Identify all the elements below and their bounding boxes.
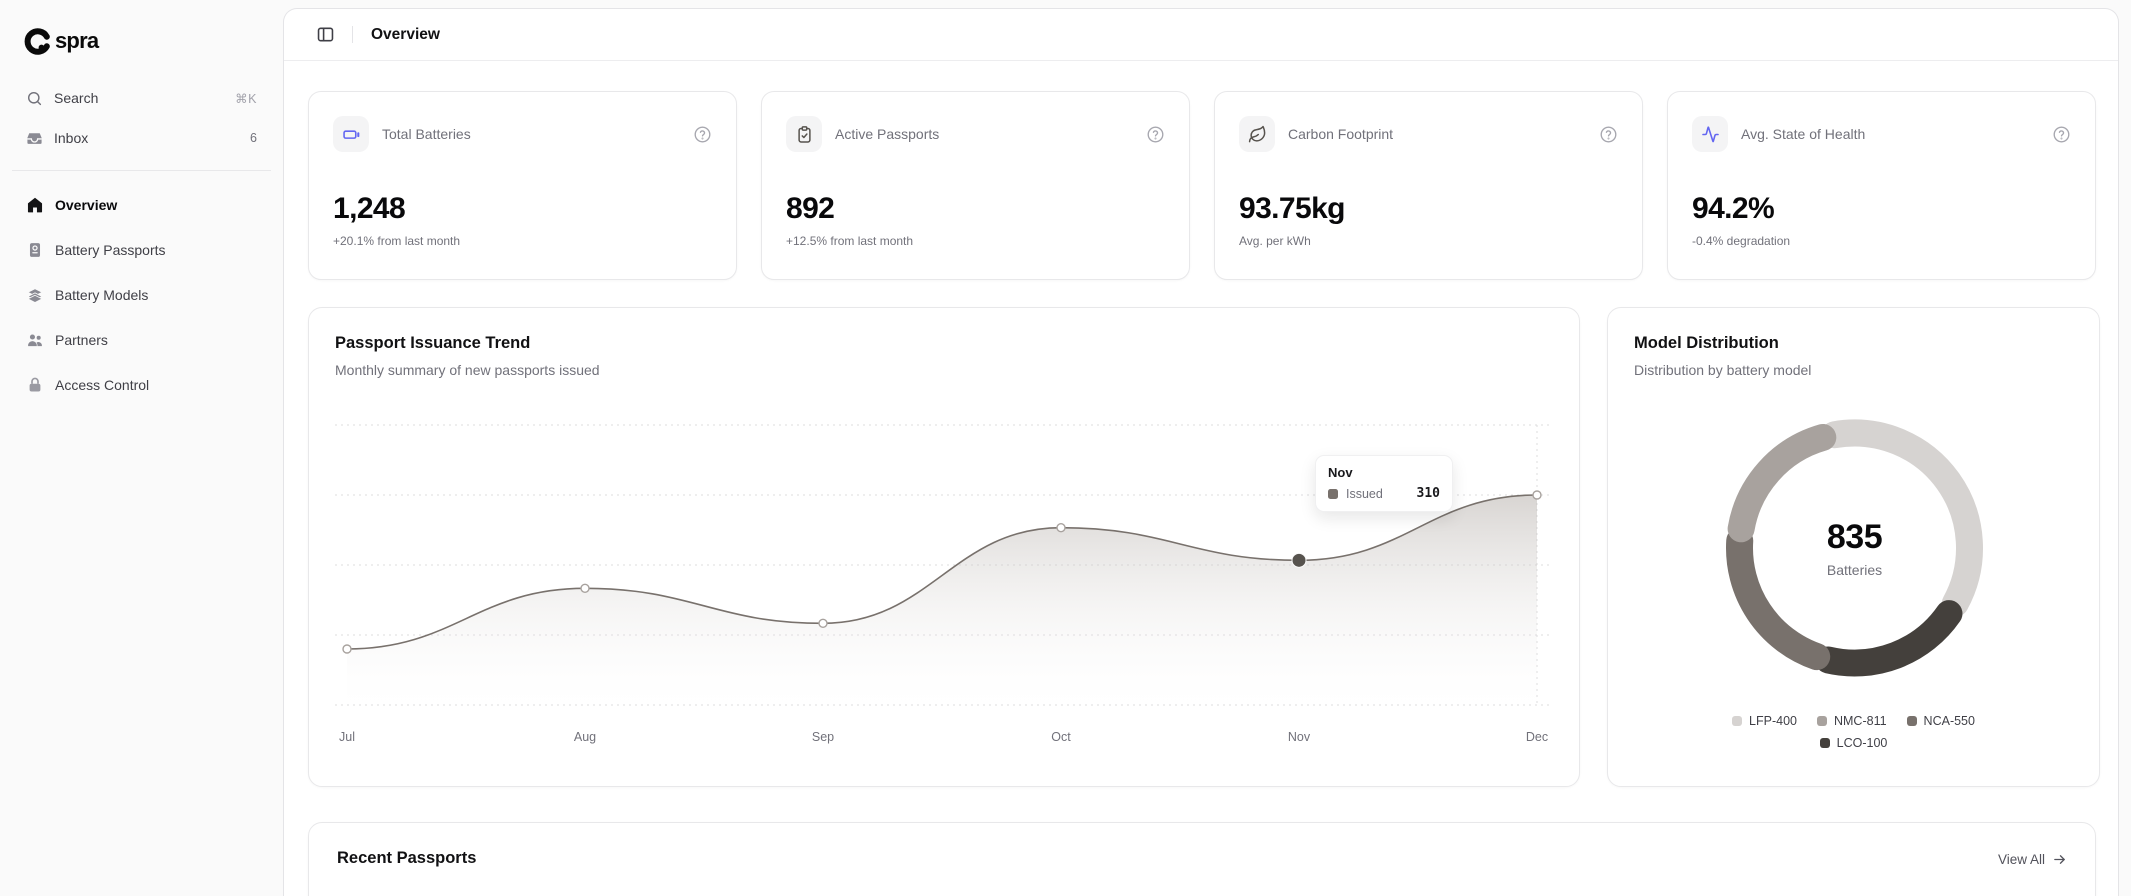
inbox-icon bbox=[26, 130, 43, 147]
stat-card-active-passports: Active Passports 892 +12.5% from last mo… bbox=[761, 91, 1190, 280]
legend-item[interactable]: LCO-100 bbox=[1819, 736, 1888, 750]
stat-subtext: Avg. per kWh bbox=[1239, 234, 1311, 248]
legend-swatch bbox=[1906, 716, 1917, 726]
tooltip-series-swatch bbox=[1328, 488, 1338, 499]
stat-label: Total Batteries bbox=[382, 126, 471, 142]
search-label: Search bbox=[54, 90, 99, 106]
home-icon bbox=[26, 196, 44, 214]
stat-subtext: +12.5% from last month bbox=[786, 234, 914, 248]
x-tick-label: Aug bbox=[573, 730, 597, 744]
logo-text: spra bbox=[55, 28, 99, 53]
clipboard-check-icon bbox=[786, 116, 822, 152]
charts-row: Passport Issuance Trend Monthly summary … bbox=[308, 307, 2100, 787]
view-all-link[interactable]: View All bbox=[1998, 852, 2067, 867]
battery-icon bbox=[333, 116, 369, 152]
stats-row: Total Batteries 1,248 +20.1% from last m… bbox=[308, 91, 2096, 280]
x-tick-label: Nov bbox=[1287, 730, 1311, 744]
inbox-badge: 6 bbox=[250, 131, 257, 145]
tooltip-series-name: Issued bbox=[1346, 486, 1383, 501]
x-axis-labels: Jul Aug Sep Oct Nov Dec bbox=[335, 726, 1553, 754]
page-title: Overview bbox=[371, 25, 440, 43]
stat-label: Carbon Footprint bbox=[1288, 126, 1394, 142]
model-card-title: Model Distribution bbox=[1634, 334, 1779, 352]
legend-label: NCA-550 bbox=[1923, 714, 1975, 728]
nav-label: Partners bbox=[55, 332, 108, 348]
passport-issuance-trend-card: Passport Issuance Trend Monthly summary … bbox=[308, 307, 1580, 787]
main-window: Overview Total Batteries 1,248 +20.1% fr… bbox=[283, 8, 2119, 896]
search-shortcut: ⌘K bbox=[235, 91, 257, 106]
lock-icon bbox=[26, 376, 44, 394]
sidebar-item-battery-passports[interactable]: Battery Passports bbox=[16, 232, 267, 268]
stat-label: Active Passports bbox=[835, 126, 940, 142]
stat-subtext: -0.4% degradation bbox=[1692, 234, 1791, 248]
help-icon[interactable] bbox=[1599, 125, 1618, 144]
trend-card-subtitle: Monthly summary of new passports issued bbox=[335, 362, 600, 378]
topbar: Overview bbox=[284, 9, 2118, 61]
stat-value: 93.75kg bbox=[1239, 192, 1345, 225]
help-icon[interactable] bbox=[2052, 125, 2071, 144]
x-tick-label: Oct bbox=[1051, 730, 1071, 744]
tooltip-month: Nov bbox=[1328, 465, 1353, 480]
topbar-divider bbox=[352, 26, 353, 43]
sidebar-item-overview[interactable]: Overview bbox=[16, 187, 267, 223]
app-logo[interactable]: spra bbox=[16, 24, 267, 58]
nav-label: Battery Models bbox=[55, 287, 149, 303]
sidebar-toggle-button[interactable] bbox=[310, 20, 340, 50]
legend-label: NMC-811 bbox=[1833, 714, 1887, 728]
page-content: Total Batteries 1,248 +20.1% from last m… bbox=[284, 61, 2118, 896]
layers-icon bbox=[26, 286, 44, 304]
area-chart[interactable]: Jul Aug Sep Oct Nov Dec Nov Issued 310 bbox=[335, 413, 1553, 754]
sidebar-item-search[interactable]: Search ⌘K bbox=[16, 80, 267, 116]
help-icon[interactable] bbox=[693, 125, 712, 144]
sidebar-item-inbox[interactable]: Inbox 6 bbox=[16, 120, 267, 156]
legend-swatch bbox=[1819, 738, 1830, 748]
stat-card-carbon-footprint: Carbon Footprint 93.75kg Avg. per kWh bbox=[1214, 91, 1643, 280]
chart-tooltip: Nov Issued 310 bbox=[1315, 455, 1453, 512]
legend-item[interactable]: NMC-811 bbox=[1816, 714, 1887, 728]
stat-value: 892 bbox=[786, 192, 835, 225]
x-tick-label: Jul bbox=[339, 730, 355, 744]
stat-card-total-batteries: Total Batteries 1,248 +20.1% from last m… bbox=[308, 91, 737, 280]
sidebar-item-battery-models[interactable]: Battery Models bbox=[16, 277, 267, 313]
legend-swatch bbox=[1732, 716, 1743, 726]
recent-passports-card: Recent Passports View All bbox=[308, 822, 2096, 896]
sidebar-item-partners[interactable]: Partners bbox=[16, 322, 267, 358]
sidebar-nav: Overview Battery Passports Battery Model… bbox=[16, 187, 267, 403]
legend-label: LCO-100 bbox=[1836, 736, 1888, 750]
help-icon[interactable] bbox=[1146, 125, 1165, 144]
model-distribution-card: Model Distribution Distribution by batte… bbox=[1607, 307, 2100, 787]
nav-label: Overview bbox=[55, 197, 118, 213]
stat-subtext: +20.1% from last month bbox=[333, 234, 461, 248]
x-tick-label: Sep bbox=[811, 730, 835, 744]
legend-item[interactable]: LFP-400 bbox=[1732, 714, 1797, 728]
legend-label: LFP-400 bbox=[1749, 714, 1797, 728]
sidebar: spra Search ⌘K Inbox 6 Overview Battery … bbox=[0, 0, 283, 896]
sidebar-divider bbox=[12, 170, 271, 171]
view-all-label: View All bbox=[1997, 852, 2045, 867]
activity-icon bbox=[1692, 116, 1728, 152]
stat-value: 94.2% bbox=[1692, 192, 1775, 225]
sidebar-item-access-control[interactable]: Access Control bbox=[16, 367, 267, 403]
users-icon bbox=[26, 331, 44, 349]
leaf-icon bbox=[1239, 116, 1275, 152]
stat-value: 1,248 bbox=[333, 192, 406, 225]
stat-label: Avg. State of Health bbox=[1741, 126, 1866, 142]
inbox-label: Inbox bbox=[54, 130, 89, 146]
donut-legend: LFP-400 NMC-811 NCA-550 LCO-100 bbox=[1634, 714, 2073, 764]
x-tick-label: Dec bbox=[1525, 730, 1549, 744]
tooltip-value: 310 bbox=[1416, 486, 1440, 501]
recent-card-title: Recent Passports bbox=[337, 849, 477, 867]
nav-label: Access Control bbox=[55, 377, 150, 393]
passport-icon bbox=[26, 241, 44, 259]
stat-card-avg-state-of-health: Avg. State of Health 94.2% -0.4% degrada… bbox=[1667, 91, 2096, 280]
model-card-subtitle: Distribution by battery model bbox=[1634, 362, 1812, 378]
legend-swatch bbox=[1816, 716, 1827, 726]
legend-item[interactable]: NCA-550 bbox=[1906, 714, 1975, 728]
search-icon bbox=[26, 90, 43, 107]
nav-label: Battery Passports bbox=[55, 242, 166, 258]
logo-mark-icon bbox=[24, 27, 51, 55]
donut-chart[interactable]: 835 Batteries bbox=[1634, 382, 2075, 714]
arrow-right-icon bbox=[2052, 852, 2067, 867]
trend-card-title: Passport Issuance Trend bbox=[335, 334, 531, 352]
